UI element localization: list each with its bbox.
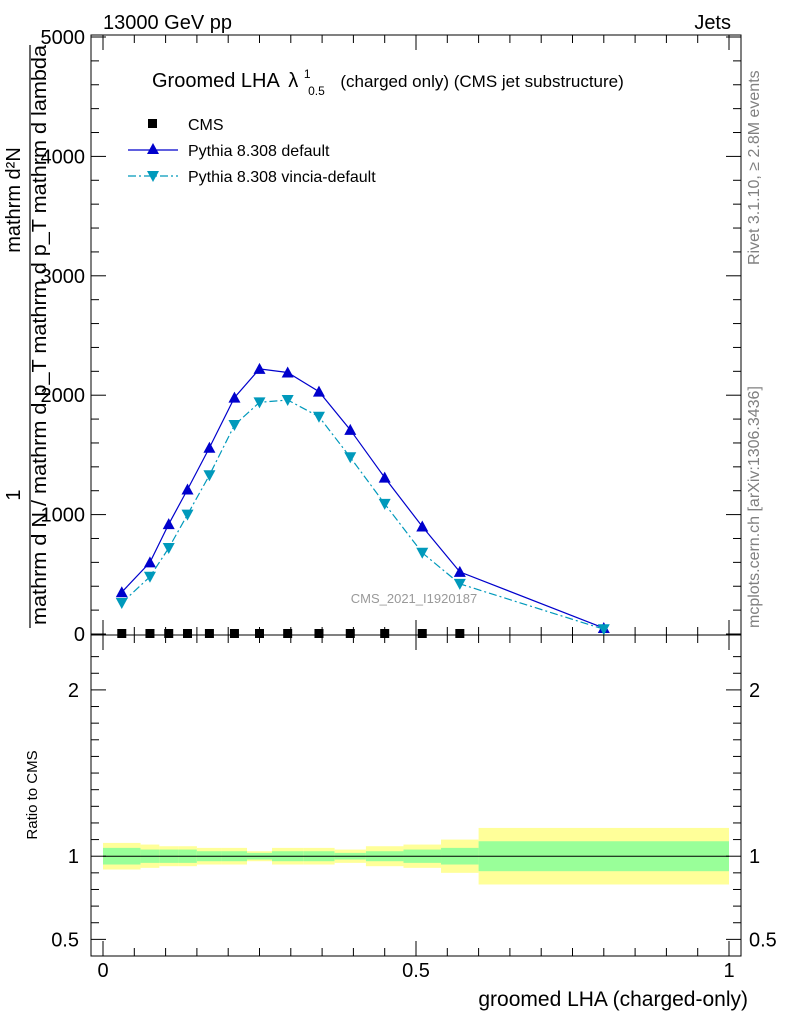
main-panel: 0 1000 2000 3000 4000 5000 Groomed LHA λ 1 0.… (3, 27, 742, 646)
cms-data-point (183, 629, 193, 638)
main-y-tick-label: 3000 (41, 266, 86, 288)
legend-marker-cms (148, 119, 157, 128)
cms-data-point (417, 629, 427, 638)
ratio-y-tick-label-right: 0.5 (749, 929, 777, 951)
vincia-data-point (453, 578, 466, 590)
vincia-data-point (253, 397, 266, 409)
title-superscript: 1 (304, 67, 311, 81)
title-main: Groomed LHA (152, 70, 280, 92)
default-data-point (162, 518, 175, 530)
title-symbol: λ (288, 70, 298, 92)
ratio-x-axis: 0 0.5 1 (97, 635, 735, 982)
default-data-point (312, 385, 325, 397)
category-label: Jets (694, 12, 731, 34)
vincia-data-point (162, 543, 175, 555)
default-data-point (453, 565, 466, 577)
ratio-y-tick-label: 2 (68, 680, 79, 702)
default-data-point (416, 520, 429, 532)
legend-label-cms: CMS (188, 117, 224, 134)
vincia-data-point (143, 571, 156, 583)
default-data-point (181, 483, 194, 495)
title-subscript: 0.5 (308, 84, 325, 98)
vincia-data-point (312, 411, 325, 423)
default-data-point (253, 362, 266, 374)
series-line-2 (121, 399, 604, 630)
ratio-y-axis: 0.5 0.5 1 1 2 2 (51, 656, 777, 951)
legend-label-default: Pythia 8.308 default (188, 143, 330, 160)
watermark: CMS_2021_I1920187 (351, 591, 478, 606)
ratio-y-tick-label-right: 1 (749, 846, 760, 868)
vincia-data-point (344, 452, 357, 464)
ratio-frame (90, 634, 742, 957)
default-data-point (378, 471, 391, 483)
ratio-y-tick-label-right: 2 (749, 680, 760, 702)
mcplots-label: mcplots.cern.ch [arXiv:1306.3436] (746, 386, 763, 628)
default-data-point (115, 586, 128, 598)
main-y-tick-label: 4000 (41, 146, 86, 168)
default-data-point (143, 556, 156, 568)
vincia-data-point (416, 547, 429, 559)
vincia-data-point (378, 498, 391, 510)
ratio-y-tick-label: 1 (68, 846, 79, 868)
main-x-ticks (102, 35, 730, 635)
cms-data-point (164, 629, 174, 638)
x-tick-label: 1 (723, 960, 734, 982)
cms-data-point (283, 629, 293, 638)
cms-data-point (229, 629, 239, 638)
vincia-data-point (228, 420, 241, 432)
vincia-data-point (181, 509, 194, 521)
ylabel-denominator: mathrm d N / mathrm d p_T mathrm d p_T m… (29, 44, 51, 625)
default-data-point (203, 441, 216, 453)
x-tick-label: 0.5 (402, 960, 430, 982)
cms-data-point (455, 629, 465, 638)
vincia-data-point (281, 394, 294, 406)
chart-title: Groomed LHA λ 1 0.5 (charged only) (CMS … (152, 61, 624, 100)
cms-data-point (345, 629, 355, 638)
vincia-data-point (115, 597, 128, 609)
vincia-data-point (203, 470, 216, 482)
x-tick-label: 0 (97, 960, 108, 982)
ratio-y-tick-label: 0.5 (51, 929, 79, 951)
cms-data-point (255, 629, 264, 638)
energy-label: 13000 GeV pp (103, 12, 232, 34)
series-line-1 (121, 368, 605, 629)
ylabel-numerator-one: 1 (3, 489, 25, 500)
cms-data-point (117, 629, 127, 638)
main-series (115, 362, 610, 638)
cms-data-point (314, 629, 324, 638)
legend-marker-default (147, 143, 159, 154)
ratio-y-label: Ratio to CMS (24, 750, 41, 839)
main-y-axis: 0 1000 2000 3000 4000 5000 (41, 27, 741, 646)
legend-label-vincia: Pythia 8.308 vincia-default (188, 169, 376, 186)
cms-data-point (204, 629, 214, 638)
x-axis-label: groomed LHA (charged-only) (478, 988, 748, 1011)
ratio-panel: 0.5 0.51 12 2 0 0.5 1 Ratio to CMS groomed LH… (24, 634, 777, 1011)
ylabel-numerator: mathrm d²N (3, 147, 25, 253)
main-y-tick-label: 1000 (41, 505, 86, 527)
vincia-data-point (597, 624, 610, 636)
title-rest: (charged only) (CMS jet substructure) (340, 72, 623, 91)
default-data-point (228, 391, 241, 403)
rivet-label: Rivet 3.1.10, ≥ 2.8M events (746, 70, 763, 265)
legend: CMS Pythia 8.308 default Pythia 8.308 vi… (128, 117, 376, 186)
main-y-tick-label: 5000 (41, 27, 86, 49)
main-y-label: 1 mathrm d²N mathrm d N / mathrm d p_T m… (3, 44, 51, 628)
cms-data-point (380, 629, 390, 638)
legend-marker-vincia (147, 171, 159, 182)
main-y-tick-label: 2000 (41, 385, 86, 407)
default-data-point (281, 366, 294, 378)
default-data-point (344, 423, 357, 435)
cms-data-point (145, 629, 155, 638)
main-y-tick-label: 0 (74, 624, 85, 646)
